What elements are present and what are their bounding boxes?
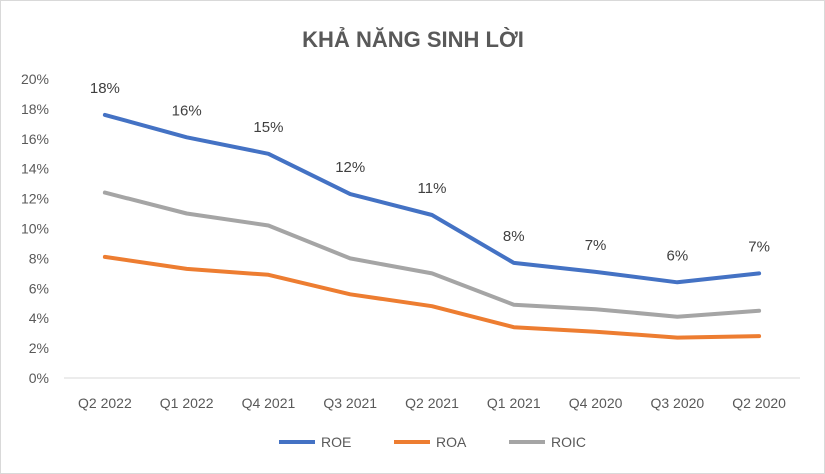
- y-tick-label: 12%: [21, 191, 49, 207]
- x-tick-label: Q2 2020: [732, 395, 786, 411]
- x-tick-label: Q3 2020: [650, 395, 704, 411]
- legend: ROE ROA ROIC: [279, 434, 586, 450]
- legend-label-roe: ROE: [321, 434, 351, 450]
- data-label-roe: 18%: [90, 80, 120, 97]
- series-line-roa: [102, 254, 762, 340]
- series-line-roic: [102, 190, 762, 319]
- y-axis-ticks: 0% 2% 4% 6% 8% 10% 12% 14% 16% 18% 20%: [21, 71, 49, 386]
- data-label-roe: 7%: [585, 237, 607, 254]
- y-tick-label: 14%: [21, 161, 49, 177]
- y-tick-label: 6%: [29, 280, 49, 296]
- chart-title: KHẢ NĂNG SINH LỜI: [302, 27, 524, 52]
- series-line-roe: [102, 112, 762, 285]
- y-tick-label: 4%: [29, 310, 49, 326]
- y-tick-label: 20%: [21, 71, 49, 87]
- legend-label-roa: ROA: [436, 434, 467, 450]
- data-labels: 18% 16% 15% 12% 11% 8% 7% 6% 7%: [90, 80, 770, 264]
- data-label-roe: 6%: [666, 247, 688, 264]
- x-tick-label: Q4 2021: [242, 395, 296, 411]
- data-label-roe: 7%: [748, 238, 770, 255]
- series-lines: [102, 112, 762, 340]
- y-tick-label: 8%: [29, 250, 49, 266]
- data-label-roe: 8%: [503, 228, 525, 245]
- x-tick-label: Q1 2022: [160, 395, 214, 411]
- y-tick-label: 0%: [29, 370, 49, 386]
- x-tick-label: Q2 2021: [405, 395, 459, 411]
- x-tick-label: Q2 2022: [78, 395, 132, 411]
- y-tick-label: 16%: [21, 131, 49, 147]
- data-label-roe: 12%: [335, 159, 365, 176]
- y-tick-label: 2%: [29, 340, 49, 356]
- x-tick-label: Q3 2021: [323, 395, 377, 411]
- x-axis-ticks: Q2 2022 Q1 2022 Q4 2021 Q3 2021 Q2 2021 Q1 20…: [78, 395, 786, 411]
- data-label-roe: 16%: [172, 102, 202, 119]
- x-tick-label: Q1 2021: [487, 395, 541, 411]
- legend-label-roic: ROIC: [551, 434, 586, 450]
- y-tick-label: 10%: [21, 221, 49, 237]
- y-tick-label: 18%: [21, 101, 49, 117]
- x-tick-label: Q4 2020: [569, 395, 623, 411]
- data-label-roe: 11%: [418, 180, 447, 197]
- data-label-roe: 15%: [253, 119, 283, 136]
